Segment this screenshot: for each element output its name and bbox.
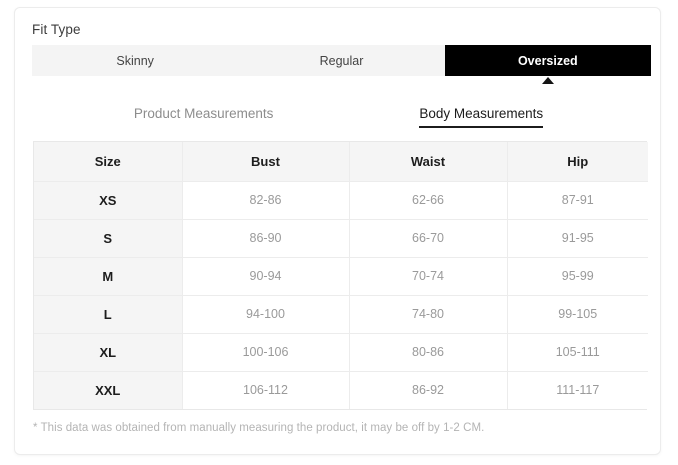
table-head: Size Bust Waist Hip	[34, 142, 648, 182]
measurement-cell-hip: 99-105	[507, 295, 648, 334]
measurement-cell-bust: 100-106	[182, 333, 350, 372]
measurement-cell-bust: 86-90	[182, 219, 350, 258]
tab-body-measurements[interactable]: Body Measurements	[419, 106, 544, 128]
size-label-cell: L	[34, 295, 183, 334]
size-label-cell: XXL	[34, 371, 183, 409]
measurement-cell-bust: 90-94	[182, 257, 350, 296]
measurement-cell-waist: 66-70	[349, 219, 508, 258]
measurement-tabs[interactable]: Product Measurements Body Measurements	[15, 106, 662, 128]
table-row: L 94-100 74-80 99-105	[34, 295, 648, 334]
table-row: S 86-90 66-70 91-95	[34, 219, 648, 258]
measurement-cell-hip: 95-99	[507, 257, 648, 296]
fit-type-segmented-control[interactable]: Skinny Regular Oversized	[32, 45, 651, 76]
measurement-cell-bust: 106-112	[182, 371, 350, 409]
size-chart-table: Size Bust Waist Hip XS 82-86 62-66 87-91 S 86-90…	[34, 142, 648, 409]
table-row: XXL 106-112 86-92 111-117	[34, 371, 648, 409]
column-header-hip: Hip	[507, 142, 648, 182]
column-header-size: Size	[34, 142, 183, 182]
measurement-cell-hip: 111-117	[507, 371, 648, 409]
measurement-cell-waist: 62-66	[349, 181, 508, 220]
column-header-waist: Waist	[349, 142, 508, 182]
measurement-cell-waist: 74-80	[349, 295, 508, 334]
size-label-cell: XS	[34, 181, 183, 220]
fit-type-option-oversized[interactable]: Oversized	[444, 45, 651, 76]
table-row: M 90-94 70-74 95-99	[34, 257, 648, 296]
tab-product-measurements[interactable]: Product Measurements	[133, 106, 274, 121]
measurement-cell-hip: 87-91	[507, 181, 648, 220]
measurement-cell-waist: 70-74	[349, 257, 508, 296]
size-label-cell: XL	[34, 333, 183, 372]
measurement-disclaimer: * This data was obtained from manually m…	[33, 422, 485, 434]
size-chart-table-wrapper: Size Bust Waist Hip XS 82-86 62-66 87-91 S 86-90…	[33, 141, 648, 410]
size-guide-card: Fit Type Skinny Regular Oversized Product …	[14, 7, 661, 455]
fit-type-option-skinny[interactable]: Skinny	[32, 45, 239, 76]
column-header-bust: Bust	[182, 142, 350, 182]
table-row: XL 100-106 80-86 105-111	[34, 333, 648, 372]
selected-segment-caret-icon	[541, 77, 554, 84]
measurement-cell-hip: 105-111	[507, 333, 648, 372]
fit-type-option-label: Regular	[319, 53, 364, 68]
fit-type-label: Fit Type	[32, 22, 81, 37]
size-label-cell: M	[34, 257, 183, 296]
measurement-cell-waist: 80-86	[349, 333, 508, 372]
measurement-cell-waist: 86-92	[349, 371, 508, 409]
table-body: XS 82-86 62-66 87-91 S 86-90 66-70 91-95 M 90-94 7…	[34, 181, 648, 409]
measurement-cell-bust: 94-100	[182, 295, 350, 334]
table-row: XS 82-86 62-66 87-91	[34, 181, 648, 220]
fit-type-option-label: Oversized	[517, 53, 578, 68]
fit-type-option-regular[interactable]: Regular	[238, 45, 445, 76]
measurement-cell-hip: 91-95	[507, 219, 648, 258]
size-label-cell: S	[34, 219, 183, 258]
measurement-cell-bust: 82-86	[182, 181, 350, 220]
table-header-row: Size Bust Waist Hip	[34, 142, 648, 182]
fit-type-option-label: Skinny	[116, 53, 154, 68]
